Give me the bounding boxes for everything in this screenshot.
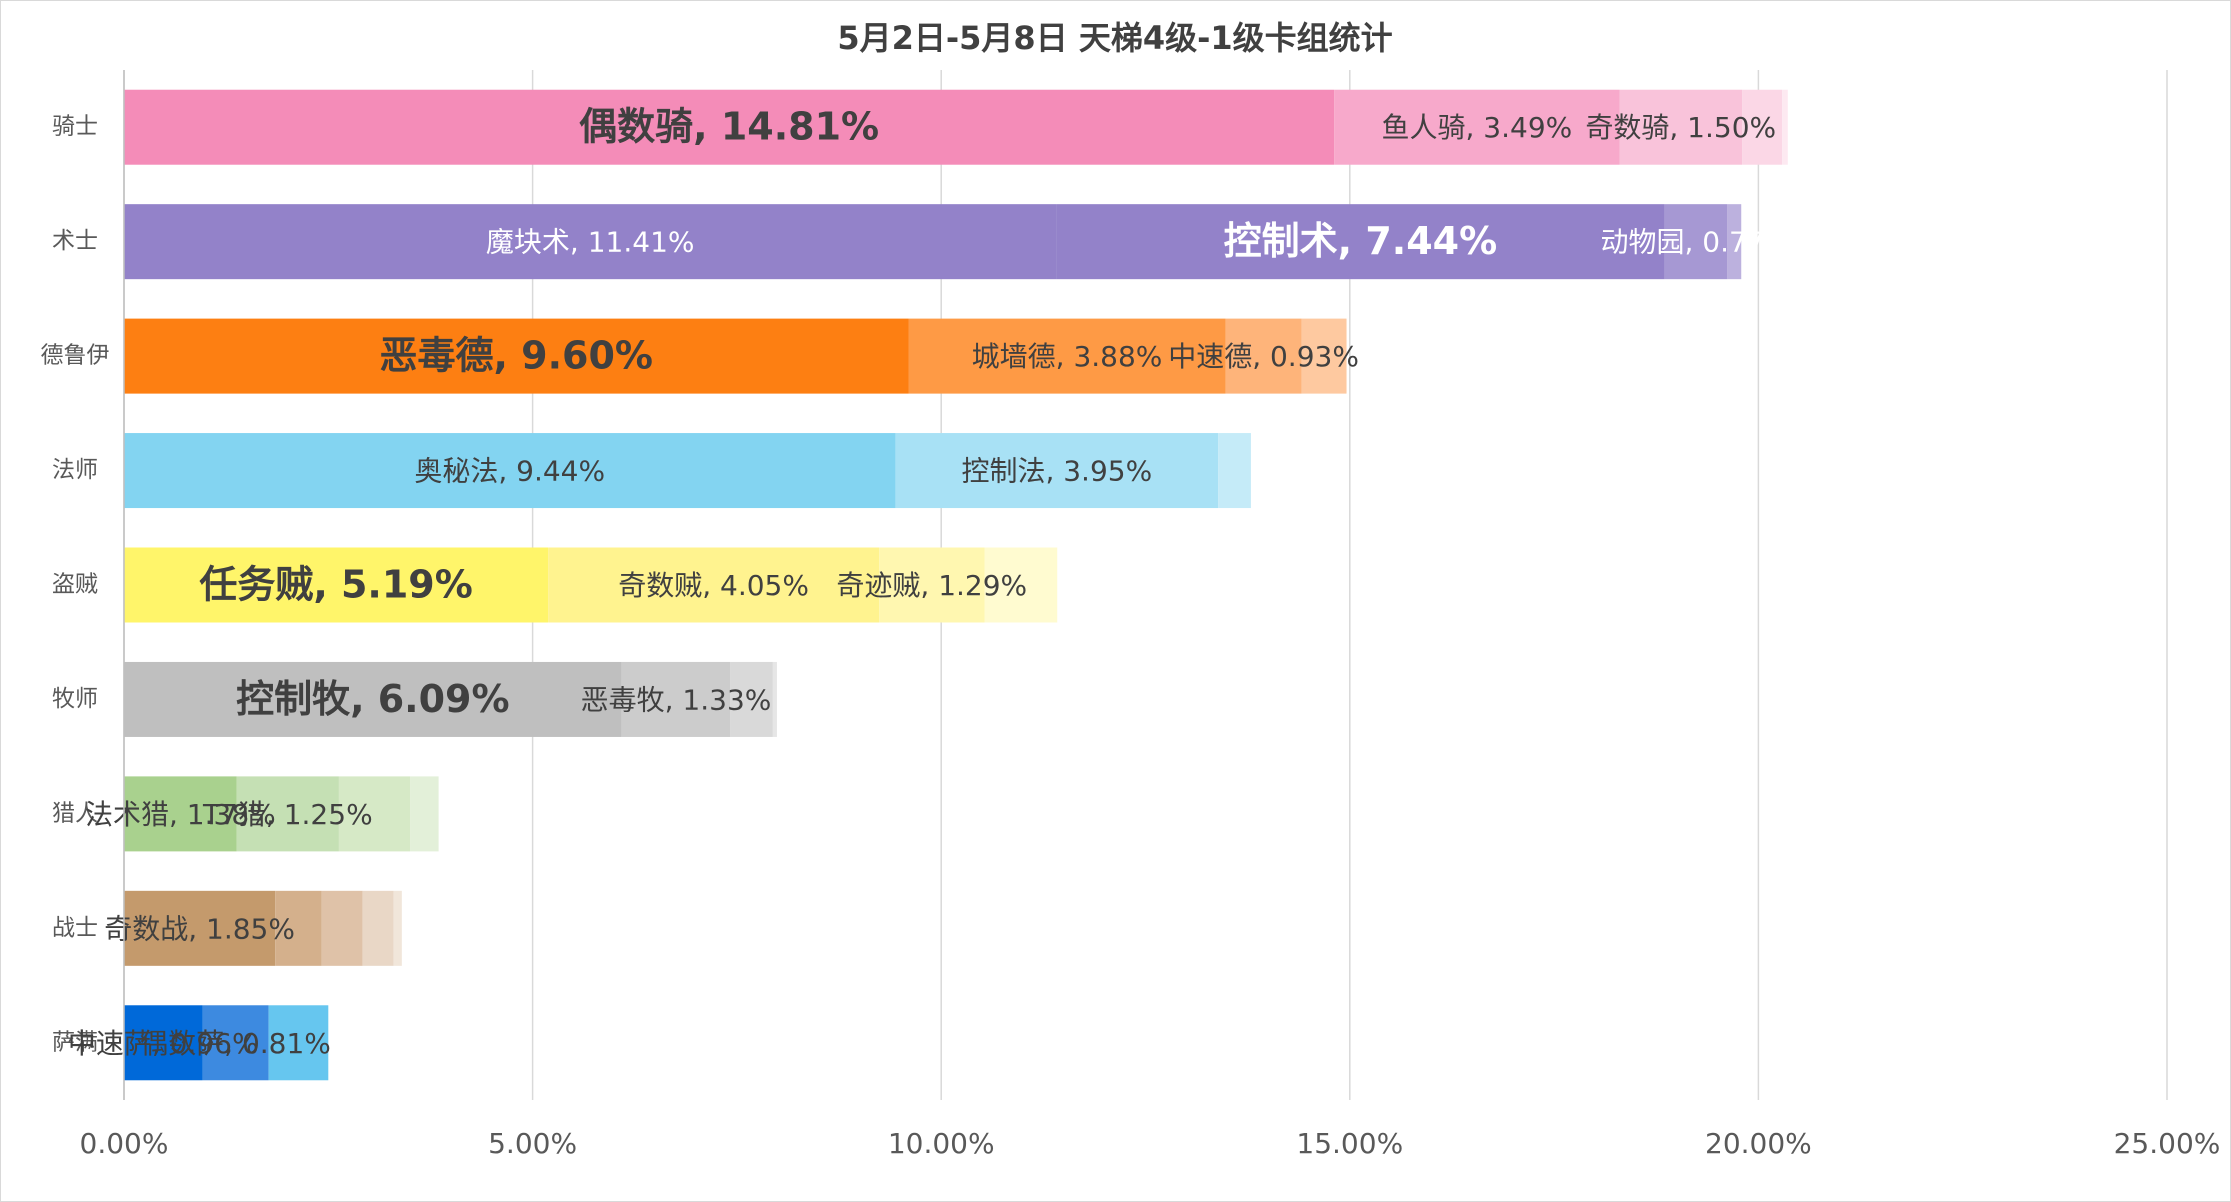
bar-segment: [362, 890, 394, 966]
bar-segment: [895, 433, 1219, 509]
bar-segment: [1782, 89, 1788, 165]
bar-segment: [268, 1005, 329, 1081]
bar-segment: [1056, 204, 1665, 280]
bar-segment: [1334, 89, 1620, 165]
bar-segment: [908, 318, 1226, 394]
bar-segment: [1301, 318, 1347, 394]
data-label: 中速德, 0.93%: [1168, 340, 1359, 373]
data-label: 中速萨, 0.96%: [68, 1027, 259, 1060]
category-label: 猎人: [52, 800, 98, 826]
bar-segment: [1619, 89, 1743, 165]
data-label: 偶数萨, 0.81%: [140, 1027, 331, 1060]
x-tick-label: 25.00%: [2114, 1127, 2221, 1160]
bar-segment: [338, 776, 411, 852]
bar-segment: [1742, 89, 1783, 165]
data-label: 魔块术, 11.41%: [486, 226, 695, 259]
data-label: 控制术, 7.44%: [1224, 219, 1498, 263]
bar-segment: [1727, 204, 1742, 280]
category-label: 术士: [52, 228, 98, 254]
bar-segment: [984, 547, 1058, 623]
bar-segment: [1218, 433, 1251, 509]
bar-segment: [124, 890, 276, 966]
data-label: 奇数贼, 4.05%: [618, 569, 809, 602]
data-label: 奇迹贼, 1.29%: [836, 569, 1027, 602]
bar-segment: [202, 1005, 269, 1081]
bar-segment: [772, 661, 777, 737]
category-label: 萨满: [52, 1029, 98, 1055]
data-label: 鱼人骑, 3.49%: [1381, 111, 1572, 144]
bar-segment: [730, 661, 773, 737]
bar-segment: [124, 1005, 203, 1081]
bar-segment: [124, 547, 549, 623]
data-label: 奇数战, 1.85%: [104, 912, 295, 945]
data-label: 任务贼, 5.19%: [199, 563, 473, 607]
category-label: 战士: [52, 915, 98, 941]
bar-segment: [124, 433, 896, 509]
bar-segment: [393, 890, 402, 966]
data-label: 奇数骑, 1.50%: [1585, 111, 1776, 144]
bar-segment: [410, 776, 439, 852]
data-label: 控制牧, 6.09%: [236, 677, 510, 721]
data-label: 恶毒牧, 1.33%: [581, 683, 772, 716]
chart-title: 5月2日-5月8日 天梯4级-1级卡组统计: [837, 19, 1392, 57]
data-label: T7猎, 1.25%: [202, 798, 373, 831]
bar-segment: [321, 890, 363, 966]
data-label: 法术猎, 1.38%: [85, 798, 276, 831]
x-tick-label: 0.00%: [80, 1127, 169, 1160]
data-label: 动物园, 0.77%: [1601, 226, 1792, 259]
bar-segment: [275, 890, 322, 966]
bar-segment: [124, 661, 622, 737]
category-label: 德鲁伊: [41, 343, 110, 369]
bar-segment: [621, 661, 731, 737]
x-tick-label: 10.00%: [888, 1127, 995, 1160]
category-label: 盗贼: [52, 572, 98, 598]
data-label: 偶数骑, 14.81%: [579, 105, 879, 149]
data-label: 恶毒德, 9.60%: [380, 334, 654, 378]
data-label: 奥秘法, 9.44%: [414, 455, 605, 488]
category-label: 牧师: [52, 686, 98, 712]
bar-segment: [124, 89, 1335, 165]
x-tick-label: 15.00%: [1296, 1127, 1403, 1160]
x-tick-label: 5.00%: [488, 1127, 577, 1160]
category-label: 骑士: [52, 114, 98, 140]
x-tick-label: 20.00%: [1705, 1127, 1812, 1160]
bar-segment: [1664, 204, 1728, 280]
bar-segment: [879, 547, 985, 623]
bar-segment: [124, 318, 909, 394]
data-label: 城墙德, 3.88%: [972, 340, 1163, 373]
category-label: 法师: [52, 457, 98, 483]
bar-segment: [124, 776, 237, 852]
bar-segment: [1225, 318, 1302, 394]
data-label: 控制法, 3.95%: [961, 455, 1152, 488]
bar-segment: [548, 547, 880, 623]
bar-segment: [236, 776, 339, 852]
bar-segment: [124, 204, 1057, 280]
